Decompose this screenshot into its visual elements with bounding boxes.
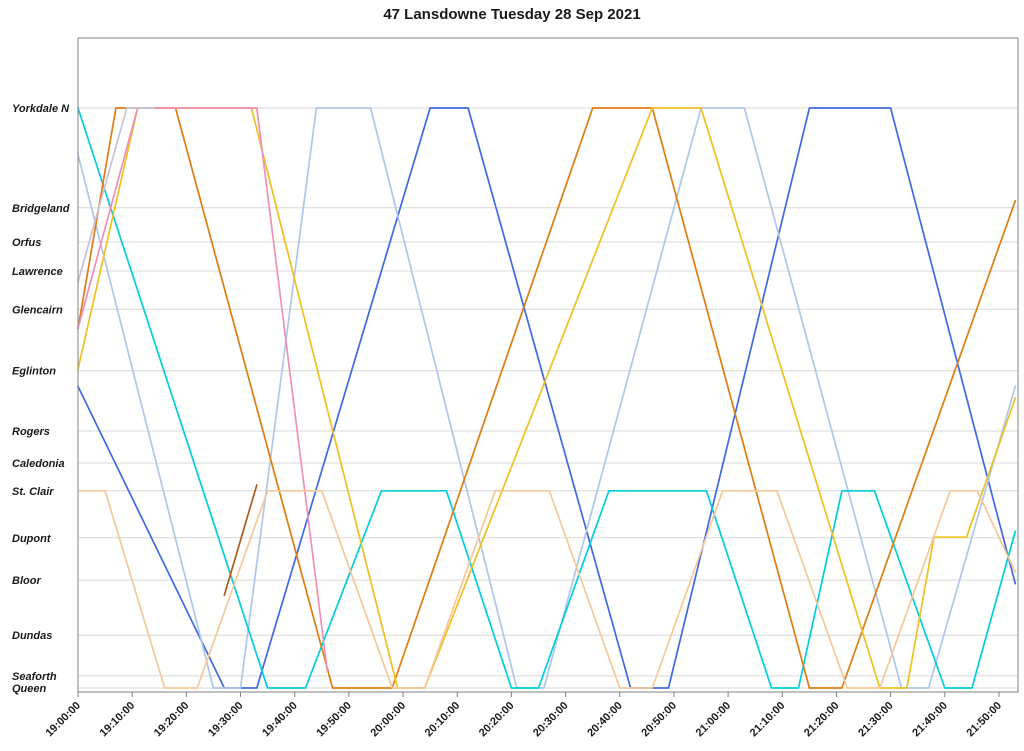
y-axis-label: Yorkdale N [12, 103, 70, 115]
x-tick-label: 19:50:00 [314, 700, 354, 740]
x-tick-label: 19:30:00 [206, 700, 246, 740]
x-tick-label: 19:20:00 [152, 700, 192, 740]
x-tick-label: 19:00:00 [43, 700, 83, 740]
x-tick-label: 21:50:00 [964, 700, 1004, 740]
chart-title: 47 Lansdowne Tuesday 28 Sep 2021 [383, 6, 641, 23]
x-tick-label: 20:00:00 [369, 700, 409, 740]
series-line-lavender [77, 107, 155, 283]
y-axis-label: Dundas [12, 630, 52, 642]
x-tick-label: 21:10:00 [748, 700, 788, 740]
y-axis-label: Dupont [12, 533, 52, 545]
y-axis-label: Bridgeland [12, 203, 70, 215]
series-line-brown [223, 484, 258, 597]
x-tick-label: 19:10:00 [98, 700, 138, 740]
x-tick-label: 20:20:00 [477, 700, 517, 740]
plot-area [78, 38, 1018, 692]
x-tick-label: 20:30:00 [531, 700, 571, 740]
x-tick-label: 20:40:00 [585, 700, 625, 740]
y-axis-label: Seaforth [12, 671, 57, 683]
x-tick-label: 20:10:00 [423, 700, 463, 740]
y-axis-label: St. Clair [12, 486, 54, 498]
x-tick-label: 21:20:00 [802, 700, 842, 740]
y-axis-label: Eglinton [12, 366, 56, 378]
y-axis-label: Lawrence [12, 266, 63, 278]
series-line-pink [77, 107, 329, 672]
y-axis-label: Bloor [12, 575, 41, 587]
y-axis-label: Glencairn [12, 304, 63, 316]
series-line-cyan [77, 107, 1017, 689]
series-line-peach [77, 489, 1017, 689]
x-tick-label: 20:50:00 [639, 700, 679, 740]
x-tick-label: 21:40:00 [910, 700, 950, 740]
plot-border [77, 37, 1019, 693]
y-axis-label: Queen [12, 683, 47, 695]
y-axis-label: Rogers [12, 426, 50, 438]
x-tick-label: 21:00:00 [694, 700, 734, 740]
y-axis-label: Orfus [12, 237, 41, 249]
y-axis-label: Caledonia [12, 458, 65, 470]
x-tick-label: 21:30:00 [856, 700, 896, 740]
x-tick-label: 19:40:00 [260, 700, 300, 740]
